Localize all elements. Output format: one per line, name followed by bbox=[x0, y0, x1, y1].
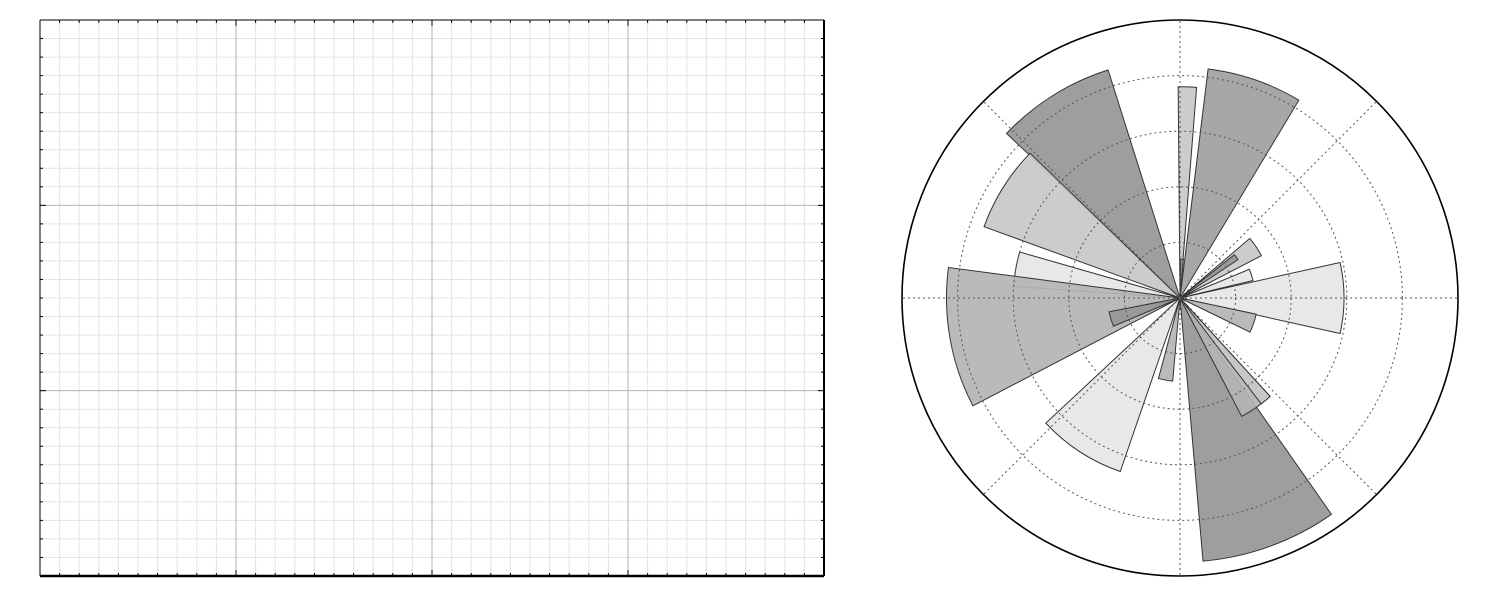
polar-bar-wedge bbox=[1179, 258, 1184, 299]
polar-outer-border bbox=[901, 19, 1459, 577]
polar-bar-chart bbox=[901, 19, 1459, 577]
polar-bar-wedge bbox=[983, 152, 1181, 299]
polar-gridline-ring bbox=[957, 75, 1403, 521]
polar-gridline-spoke bbox=[983, 297, 1181, 495]
polar-bar-wedge bbox=[1179, 68, 1300, 299]
polar-bar-wedge bbox=[1179, 297, 1257, 333]
polar-gridline-spoke bbox=[983, 101, 1181, 299]
polar-bar-wedge bbox=[1177, 86, 1198, 299]
polar-bar-wedge bbox=[1179, 254, 1239, 299]
polar-bar-wedge bbox=[1179, 261, 1345, 335]
polar-gridline-spoke bbox=[1179, 297, 1377, 495]
polar-bar-wedge bbox=[1045, 297, 1181, 473]
polar-bar-wedge bbox=[1179, 297, 1271, 405]
polar-bar-wedge bbox=[946, 266, 1182, 407]
polar-bar-wedge bbox=[1005, 69, 1182, 300]
polar-bar-wedge bbox=[1108, 297, 1181, 327]
cartesian-empty-axes bbox=[39, 19, 825, 578]
polar-gridline-spoke bbox=[1179, 101, 1377, 299]
polar-bar-wedge bbox=[1179, 268, 1254, 299]
polar-bar-wedge bbox=[1157, 297, 1181, 382]
